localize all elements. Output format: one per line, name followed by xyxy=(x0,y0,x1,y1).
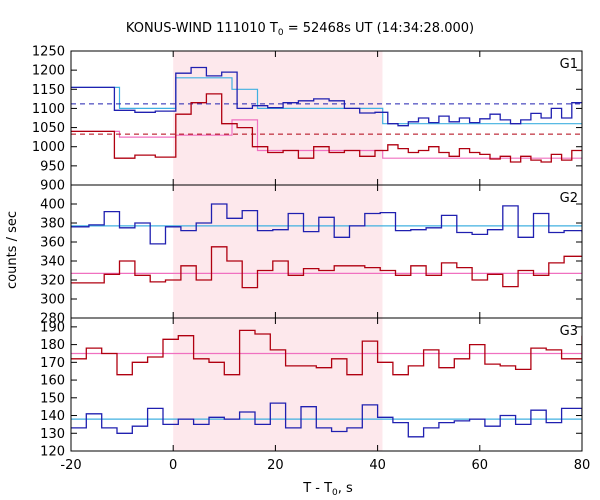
y-tick-label: 900 xyxy=(40,179,65,194)
panel-label-g1: G1 xyxy=(560,57,578,72)
panel-g1: 900 950 1000 1050 1100 1150 1200 1250 G1 xyxy=(32,45,583,194)
y-tick-label: 1200 xyxy=(32,64,65,79)
y-tick-label: 340 xyxy=(40,255,65,270)
y-tick-label: 150 xyxy=(40,391,65,406)
y-tick-label: 1050 xyxy=(32,121,65,136)
series-model-red xyxy=(71,119,582,159)
series-blue-steps xyxy=(71,402,582,438)
chart-title: KONUS-WIND 111010 T0 = 52468s UT (14:34:… xyxy=(126,21,474,38)
series-model-blue xyxy=(71,77,582,125)
panel-label-g2: G2 xyxy=(560,191,578,206)
y-tick-label: 380 xyxy=(40,217,65,232)
series-blue-steps xyxy=(71,203,582,245)
y-tick-label: 950 xyxy=(40,159,65,174)
y-tick-label: 280 xyxy=(40,312,65,327)
x-tick-label: 0 xyxy=(169,458,177,473)
series-red-steps xyxy=(71,246,582,289)
y-tick-label: 1250 xyxy=(32,45,65,60)
series-red-steps xyxy=(71,329,582,376)
panel-g3: 120 130 140 150 160 170 180 190 G3 xyxy=(40,317,583,460)
y-tick-label: 120 xyxy=(40,445,65,460)
panel-g2-series xyxy=(71,203,582,289)
y-tick-label: 140 xyxy=(40,409,65,424)
x-tick-label: 60 xyxy=(472,458,489,473)
x-tick-label: -20 xyxy=(60,458,81,473)
y-tick-label: 300 xyxy=(40,293,65,308)
y-tick-label: 1100 xyxy=(32,102,65,117)
x-tick-label: 20 xyxy=(267,458,284,473)
x-tick-label: 80 xyxy=(574,458,591,473)
y-tick-label: 170 xyxy=(40,356,65,371)
y-tick-label: 1150 xyxy=(32,83,65,98)
x-axis-label: T - T0, s xyxy=(302,481,353,498)
plot-area: 900950100010501100115012001250G128030032… xyxy=(32,45,590,474)
y-tick-label: 400 xyxy=(40,198,65,213)
series-red-steps xyxy=(71,93,582,163)
panel-g1-series xyxy=(71,66,582,163)
y-tick-label: 160 xyxy=(40,374,65,389)
panel-label-g3: G3 xyxy=(560,324,578,339)
y-tick-label: 190 xyxy=(40,320,65,335)
panel-g3-series xyxy=(71,329,582,438)
y-tick-label: 130 xyxy=(40,427,65,442)
y-tick-label: 180 xyxy=(40,338,65,353)
y-tick-label: 320 xyxy=(40,274,65,289)
highlight-interval xyxy=(173,51,383,451)
panel-g3-frame xyxy=(70,317,583,452)
y-tick-label: 1000 xyxy=(32,140,65,155)
x-tick-label: 40 xyxy=(369,458,386,473)
series-blue-steps xyxy=(71,66,582,127)
y-tick-label: 360 xyxy=(40,236,65,251)
y-axis-label: counts / sec xyxy=(5,211,20,289)
